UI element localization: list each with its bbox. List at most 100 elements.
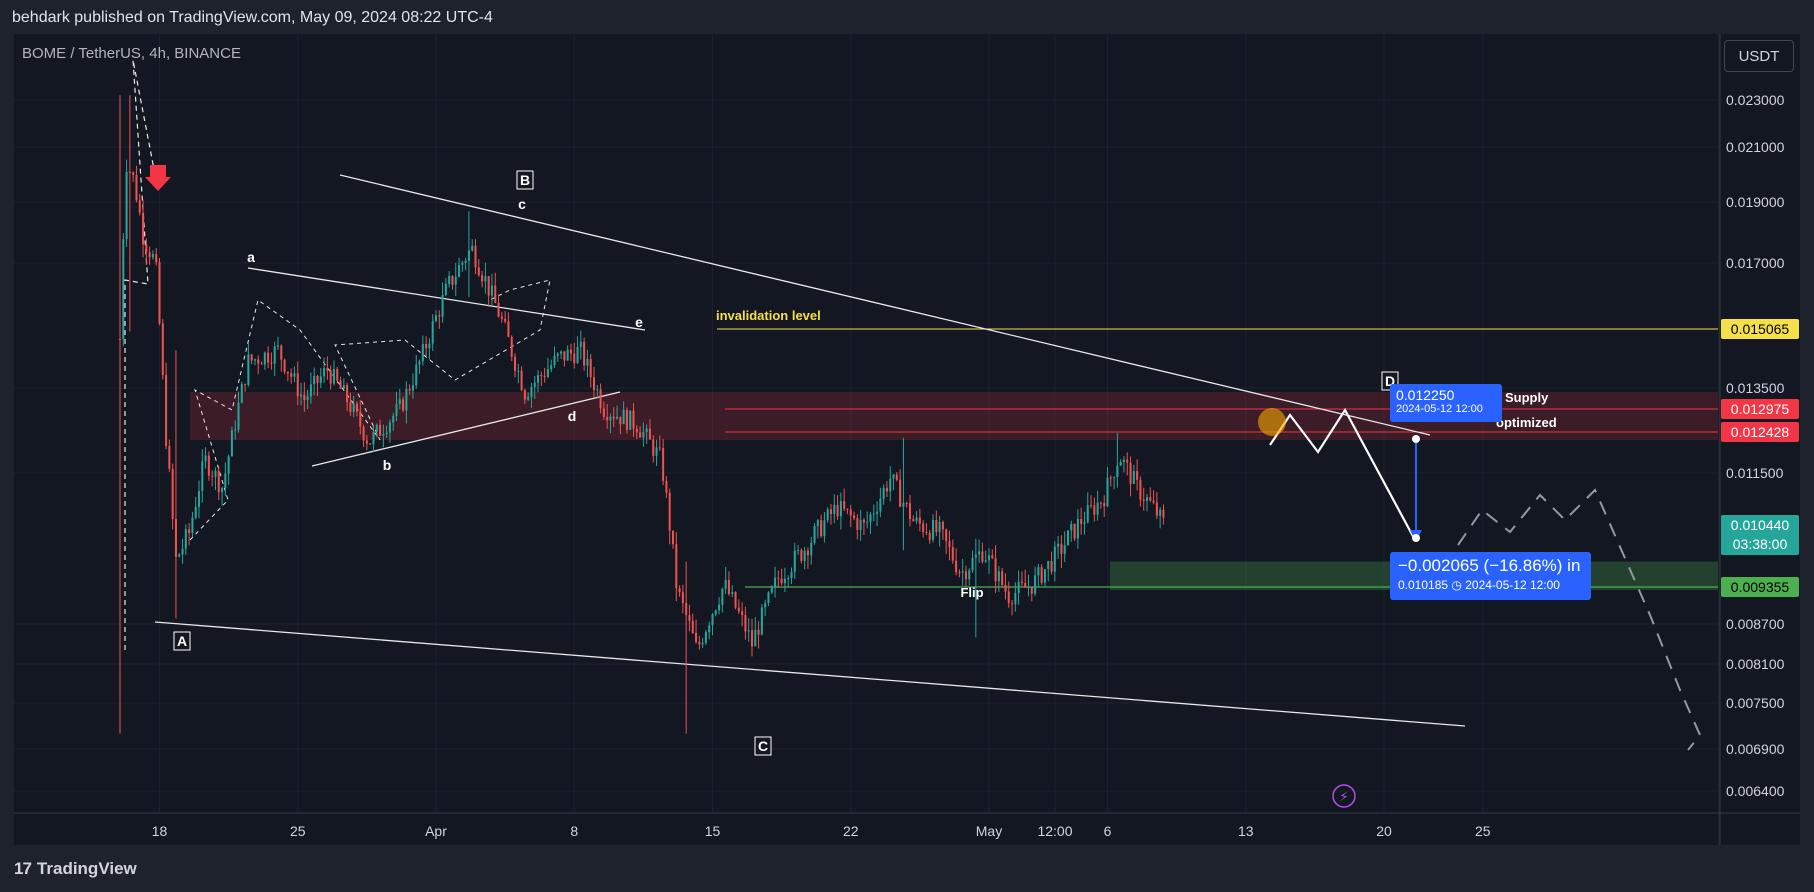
candle-body: [797, 550, 800, 552]
candle-body: [1073, 523, 1076, 539]
measure-result-date: 2024-05-12 12:00: [1465, 578, 1560, 592]
candle-body: [454, 276, 457, 285]
candle-body: [556, 353, 559, 356]
candle-body: [349, 402, 352, 412]
candle-body: [905, 503, 908, 505]
candle-body: [576, 346, 579, 363]
candle-body: [958, 572, 961, 574]
candle-body: [362, 426, 365, 441]
candle-body: [434, 315, 438, 322]
time-tick-label: Apr: [425, 823, 447, 839]
candle-body: [879, 498, 882, 512]
candle-body: [856, 518, 859, 530]
measure-end-point: [1412, 534, 1420, 542]
candle-body: [790, 571, 793, 579]
candle-body: [708, 625, 711, 633]
subwave-label: d: [568, 408, 577, 424]
candle-body: [395, 404, 398, 416]
candle-body: [1083, 522, 1086, 524]
candle-body: [296, 373, 299, 397]
triangle-upper-line: [247, 267, 646, 331]
candle-body: [997, 571, 1000, 582]
candle-body: [1050, 561, 1053, 572]
candle-body: [823, 520, 826, 537]
candle-body: [441, 295, 444, 317]
candle-body: [961, 571, 964, 573]
price-badge-label: 0.015065: [1731, 321, 1790, 337]
symbol-label[interactable]: BOME / TetherUS, 4h, BINANCE: [22, 45, 241, 62]
candle-body: [793, 550, 796, 572]
candle-body: [286, 371, 289, 374]
tradingview-logo[interactable]: 17 TradingView: [14, 859, 137, 879]
candle-body: [500, 316, 503, 319]
candle-body: [250, 354, 253, 361]
candle-body: [155, 253, 158, 263]
candle-body: [388, 422, 391, 433]
candle-body: [734, 592, 737, 608]
candle-body: [711, 614, 714, 626]
candle-body: [764, 603, 767, 608]
candle-body: [1040, 567, 1043, 583]
candle-body: [303, 394, 306, 400]
candle-body: [151, 253, 154, 258]
price-tick-label: 0.013500: [1726, 380, 1785, 396]
candle-body: [418, 361, 421, 365]
candle-body: [662, 447, 665, 481]
candle-body: [635, 428, 638, 433]
candle-body: [573, 353, 576, 363]
candle-body: [1004, 585, 1007, 592]
measure-start-value: 0.012250: [1396, 387, 1455, 403]
candle-body: [197, 490, 201, 507]
optimized-label: optimized: [1496, 415, 1557, 430]
price-badge-label: 0.009355: [1731, 579, 1790, 595]
candle-body: [918, 517, 921, 524]
candle-body: [332, 369, 335, 384]
candle-body: [1070, 523, 1073, 531]
candle-body: [945, 529, 948, 542]
time-tick-label: 12:00: [1037, 823, 1072, 839]
candle-body: [622, 409, 625, 425]
candle-body: [1090, 505, 1093, 507]
lightning-icon: ⚡: [1339, 790, 1348, 805]
candle-body: [240, 383, 243, 403]
candle-body: [346, 385, 349, 403]
candle-body: [355, 403, 359, 412]
candle-body: [214, 470, 217, 477]
invalidation-label: invalidation level: [716, 308, 821, 323]
candle-body: [336, 369, 339, 381]
currency-button[interactable]: USDT: [1724, 40, 1794, 72]
candle-body: [932, 519, 935, 540]
price-badge-label: 0.012428: [1731, 424, 1790, 440]
candle-body: [217, 470, 220, 493]
candle-body: [165, 374, 168, 446]
candle-body: [1096, 502, 1099, 515]
down-arrow-icon: [145, 165, 171, 191]
candle-body: [385, 432, 388, 435]
candle-body: [757, 629, 760, 635]
price-badge-countdown: 03:38:00: [1733, 536, 1788, 552]
candle-body: [309, 384, 312, 397]
candle-body: [234, 429, 237, 431]
candle-body: [862, 519, 865, 523]
measure-start-tooltip: 0.012250 2024-05-12 12:00: [1390, 384, 1502, 422]
candle-body: [448, 275, 451, 284]
candle-body: [1093, 505, 1096, 515]
clock-icon: ◷: [1451, 578, 1462, 592]
candle-body: [276, 345, 280, 347]
candle-body: [178, 554, 181, 557]
candle-body: [971, 557, 974, 571]
candle-body: [306, 396, 309, 400]
candle-body: [645, 428, 648, 432]
candle-body: [207, 455, 210, 476]
candle-body: [1001, 571, 1004, 586]
candle-body: [754, 629, 757, 647]
candle-body: [372, 431, 375, 445]
subwave-label: c: [518, 196, 526, 212]
price-tick-label: 0.019000: [1726, 194, 1785, 210]
flip-label: Flip: [960, 585, 983, 600]
candle-body: [760, 607, 763, 635]
candle-body: [1099, 502, 1102, 504]
candle-body: [704, 632, 707, 643]
